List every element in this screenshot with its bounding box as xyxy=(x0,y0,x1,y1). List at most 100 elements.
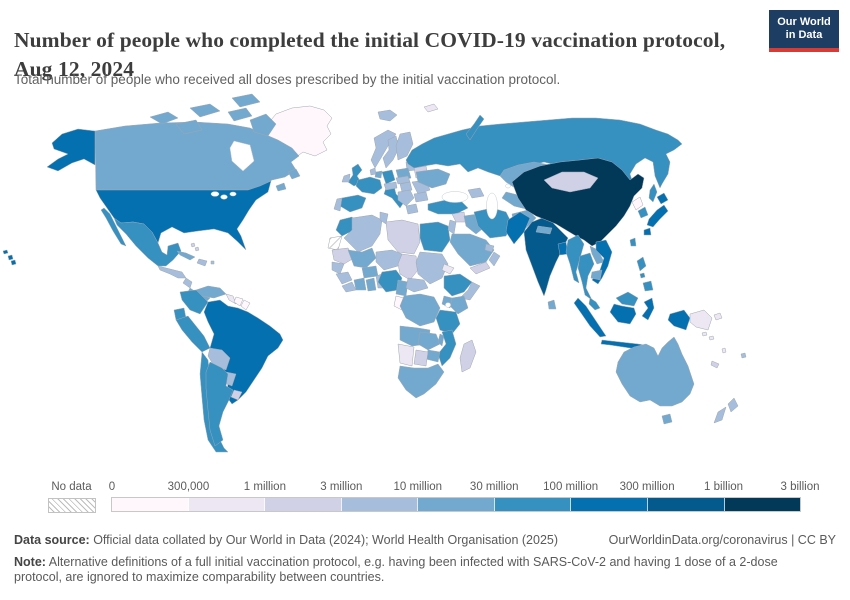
country-finland[interactable] xyxy=(395,131,414,161)
country-balkans[interactable] xyxy=(397,189,415,207)
country-guinea[interactable] xyxy=(335,271,353,285)
country-france[interactable] xyxy=(355,176,383,195)
country-algeria[interactable] xyxy=(343,214,383,253)
country-new-caledonia[interactable] xyxy=(710,360,720,369)
credit-link[interactable]: OurWorldinData.org/coronavirus | CC BY xyxy=(608,533,836,547)
country-peru[interactable] xyxy=(175,315,211,353)
country-jordan[interactable] xyxy=(447,219,457,235)
country-novaya-zemlya[interactable] xyxy=(465,114,485,141)
country-sudan[interactable] xyxy=(415,251,449,285)
country-car[interactable] xyxy=(405,277,429,293)
country-north-korea[interactable] xyxy=(631,196,644,211)
country-papua-new-guinea[interactable] xyxy=(689,309,723,331)
country-germany[interactable] xyxy=(381,169,396,185)
country-caucasus[interactable] xyxy=(467,187,485,199)
country-eritrea[interactable] xyxy=(441,263,455,275)
country-burkina-faso[interactable] xyxy=(361,265,379,279)
country-bulgaria[interactable] xyxy=(413,191,429,203)
country-south-africa[interactable] xyxy=(397,363,445,399)
country-canada-islands[interactable] xyxy=(149,93,277,137)
country-new-zealand[interactable] xyxy=(713,397,739,424)
country-sweden[interactable] xyxy=(382,135,400,169)
country-liberia[interactable] xyxy=(341,281,357,293)
country-vietnam[interactable] xyxy=(591,239,613,285)
country-mexico[interactable] xyxy=(113,217,182,267)
country-mongolia[interactable] xyxy=(543,171,599,193)
country-japan[interactable] xyxy=(643,192,669,236)
country-zambia[interactable] xyxy=(417,331,441,351)
country-western-sahara[interactable] xyxy=(327,235,343,251)
country-ethiopia[interactable] xyxy=(443,273,473,297)
country-chad[interactable] xyxy=(397,253,419,281)
country-malaysia[interactable] xyxy=(588,291,639,311)
country-ukraine[interactable] xyxy=(415,168,451,189)
country-south-korea[interactable] xyxy=(637,206,649,219)
country-suriname[interactable] xyxy=(233,296,244,307)
country-malawi[interactable] xyxy=(437,333,445,347)
legend-bucket[interactable] xyxy=(112,498,189,511)
country-hispaniola[interactable] xyxy=(196,258,215,267)
country-madagascar[interactable] xyxy=(459,339,477,373)
legend-bucket[interactable] xyxy=(341,498,419,511)
country-guyana[interactable] xyxy=(225,293,237,305)
country-greece[interactable] xyxy=(405,203,419,215)
country-alaska[interactable] xyxy=(46,128,96,172)
country-fiji[interactable] xyxy=(740,352,747,359)
country-philippines[interactable] xyxy=(636,256,654,292)
country-drc[interactable] xyxy=(399,293,441,327)
legend-bucket[interactable] xyxy=(188,498,266,511)
country-hungary[interactable] xyxy=(399,181,413,193)
country-sri-lanka[interactable] xyxy=(547,299,557,310)
country-uruguay[interactable] xyxy=(230,389,243,401)
country-turkey[interactable] xyxy=(427,199,469,215)
country-french-guiana[interactable] xyxy=(240,299,251,311)
country-senegal[interactable] xyxy=(331,261,345,275)
country-namibia[interactable] xyxy=(397,343,415,367)
country-botswana[interactable] xyxy=(413,349,429,367)
country-myanmar[interactable] xyxy=(565,234,585,284)
country-portugal[interactable] xyxy=(333,197,343,212)
country-thailand[interactable] xyxy=(577,252,595,301)
country-niger[interactable] xyxy=(375,249,403,271)
legend-bucket[interactable] xyxy=(418,498,495,511)
legend-bucket[interactable] xyxy=(647,498,725,511)
country-ireland[interactable] xyxy=(341,173,351,183)
country-mexico-baja[interactable] xyxy=(100,207,127,247)
country-tanzania[interactable] xyxy=(435,309,461,335)
country-solomon-islands[interactable] xyxy=(701,331,715,341)
legend-bucket[interactable] xyxy=(494,498,572,511)
country-hawaii[interactable] xyxy=(2,249,17,266)
country-newfoundland[interactable] xyxy=(275,168,301,192)
legend-bucket[interactable] xyxy=(571,498,648,511)
country-oman[interactable] xyxy=(488,251,501,267)
country-australia[interactable] xyxy=(615,336,695,407)
country-egypt[interactable] xyxy=(419,221,451,253)
country-cambodia[interactable] xyxy=(590,269,603,281)
country-yemen[interactable] xyxy=(469,261,491,275)
country-cote-divoire[interactable] xyxy=(353,277,367,291)
owid-logo[interactable]: Our World in Data xyxy=(769,10,839,52)
legend-bucket[interactable] xyxy=(724,498,801,511)
country-tasmania[interactable] xyxy=(661,413,673,425)
legend-no-data-swatch[interactable] xyxy=(48,498,96,513)
country-svalbard[interactable] xyxy=(423,103,439,113)
country-colombia[interactable] xyxy=(179,289,209,315)
country-syria[interactable] xyxy=(451,211,467,223)
country-bahamas[interactable] xyxy=(190,242,200,252)
country-libya[interactable] xyxy=(385,219,421,255)
country-guatemala[interactable] xyxy=(157,265,187,279)
country-austria[interactable] xyxy=(383,181,398,191)
country-uae[interactable] xyxy=(484,243,495,253)
country-denmark[interactable] xyxy=(369,167,377,176)
country-argentina[interactable] xyxy=(205,361,234,447)
country-nepal[interactable] xyxy=(535,225,553,235)
country-ghana[interactable] xyxy=(365,277,377,292)
legend-bucket[interactable] xyxy=(265,498,342,511)
country-vanuatu[interactable] xyxy=(721,347,727,354)
country-mali[interactable] xyxy=(347,247,377,269)
country-cuba[interactable] xyxy=(176,250,196,261)
country-taiwan[interactable] xyxy=(629,237,637,247)
country-nicaragua[interactable] xyxy=(182,277,193,289)
country-mozambique[interactable] xyxy=(437,329,457,367)
country-spain[interactable] xyxy=(339,194,367,213)
